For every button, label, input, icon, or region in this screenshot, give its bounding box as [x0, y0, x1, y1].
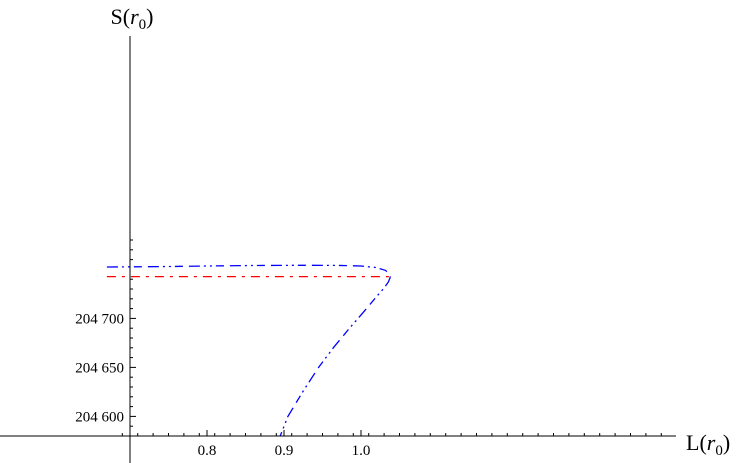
y-tick-label: 204 600 [75, 409, 124, 425]
y-tick-label: 204 650 [75, 360, 124, 376]
y-tick-label: 204 700 [75, 311, 124, 327]
y-ticks: 204 600 204 650 204 700 [75, 239, 136, 437]
series-layer [106, 264, 391, 437]
x-tick-label: 0.9 [275, 443, 294, 459]
y-axis-title: S(r0) [111, 4, 154, 33]
x-tick-label: 0.8 [198, 443, 217, 459]
series-line-1 [106, 264, 391, 437]
x-ticks: 0.8 0.9 1.0 [121, 430, 662, 459]
x-tick-label: 1.0 [352, 443, 371, 459]
x-axis-title: L(r0) [686, 430, 730, 459]
